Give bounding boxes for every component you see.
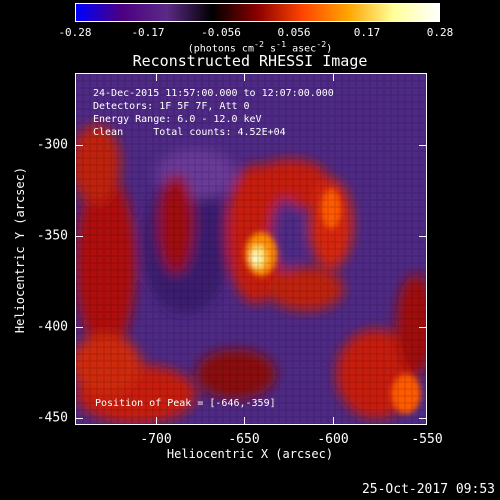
axis-tick-mark — [75, 418, 83, 419]
axis-tick-mark — [419, 327, 427, 328]
axis-tick-mark — [75, 327, 83, 328]
axis-tick-mark — [333, 73, 334, 81]
y-axis-label: Heliocentric Y (arcsec) — [13, 166, 27, 334]
axis-tick-mark — [244, 417, 245, 425]
y-tick: -300 — [36, 137, 68, 153]
colorbar — [75, 3, 440, 22]
time-range-label: 24-Dec-2015 11:57:00.000 to 12:07:00.000 — [93, 88, 334, 99]
colorbar-tick: 0.056 — [277, 26, 311, 39]
y-tick: -350 — [36, 228, 68, 244]
axis-tick-mark — [75, 145, 83, 146]
axis-tick-mark — [419, 145, 427, 146]
axis-tick-mark — [419, 418, 427, 419]
x-axis-label: Heliocentric X (arcsec) — [166, 447, 334, 461]
colorbar-tick: -0.17 — [131, 26, 165, 39]
peak-position-label: Position of Peak = [-646,-359] — [95, 398, 276, 409]
image-title: Reconstructed RHESSI Image — [132, 52, 368, 70]
y-tick: -400 — [36, 319, 68, 335]
axis-tick-mark — [156, 417, 157, 425]
colorbar-tick: 0.28 — [426, 26, 454, 39]
counts-label: Clean Total counts: 4.52E+04 — [93, 127, 286, 138]
axis-tick-mark — [333, 417, 334, 425]
axis-tick-mark — [244, 73, 245, 81]
x-tick: -600 — [317, 432, 349, 447]
colorbar-tick: 0.17 — [353, 26, 381, 39]
energy-range-label: Energy Range: 6.0 - 12.0 keV — [93, 114, 262, 125]
date-stamp: 25-Oct-2017 09:53 — [361, 482, 495, 497]
axis-tick-mark — [156, 73, 157, 81]
x-tick: -650 — [228, 432, 260, 447]
colorbar-tick: -0.28 — [58, 26, 92, 39]
x-tick: -550 — [411, 432, 443, 447]
x-tick: -700 — [140, 432, 172, 447]
detectors-label: Detectors: 1F 5F 7F, Att 0 — [93, 101, 250, 112]
colorbar-tick: -0.056 — [201, 26, 241, 39]
solar-image-plot — [75, 73, 427, 425]
axis-tick-mark — [75, 236, 83, 237]
y-tick: -450 — [36, 410, 68, 426]
reconstructed-image — [76, 74, 426, 424]
axis-tick-mark — [419, 236, 427, 237]
colorbar-units: (photons cm-2 s-1 asec-2) — [187, 39, 333, 55]
